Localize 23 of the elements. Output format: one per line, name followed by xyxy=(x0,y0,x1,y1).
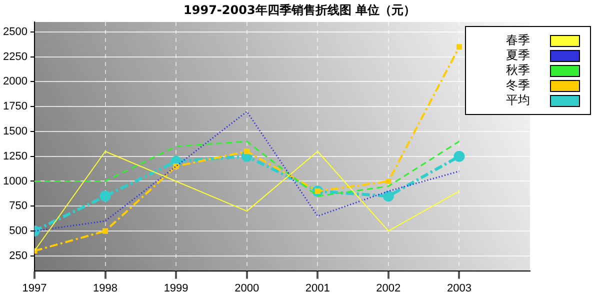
chart-title: 1997-2003年四季销售折线图 单位（元） xyxy=(182,2,416,19)
x-tick-label: 2001 xyxy=(305,282,330,294)
y-tick-label: 2500 xyxy=(2,26,28,38)
y-tick-label: 500 xyxy=(9,225,28,238)
y-tick-label: 1250 xyxy=(2,150,28,162)
y-tick-label: 1500 xyxy=(2,126,28,138)
legend-label: 冬季 xyxy=(506,77,530,94)
legend-label: 平均 xyxy=(506,92,530,109)
y-tick-label: 1000 xyxy=(2,175,28,188)
x-tick-label: 2003 xyxy=(446,282,472,294)
x-tick-label: 1998 xyxy=(93,282,118,294)
y-tick-label: 250 xyxy=(9,250,28,262)
legend-label: 夏季 xyxy=(506,47,530,64)
x-tick-label: 2002 xyxy=(376,282,401,294)
x-tick-label: 1999 xyxy=(164,282,188,294)
legend-label: 秋季 xyxy=(506,62,530,79)
y-tick-label: 1750 xyxy=(2,100,28,113)
x-tick-label: 1997 xyxy=(22,282,47,294)
legend-label: 春季 xyxy=(506,32,530,49)
y-tick-label: 2000 xyxy=(2,76,28,88)
x-tick-label: 2000 xyxy=(234,282,260,294)
y-tick-label: 2250 xyxy=(2,50,28,63)
y-tick-label: 750 xyxy=(9,200,28,212)
